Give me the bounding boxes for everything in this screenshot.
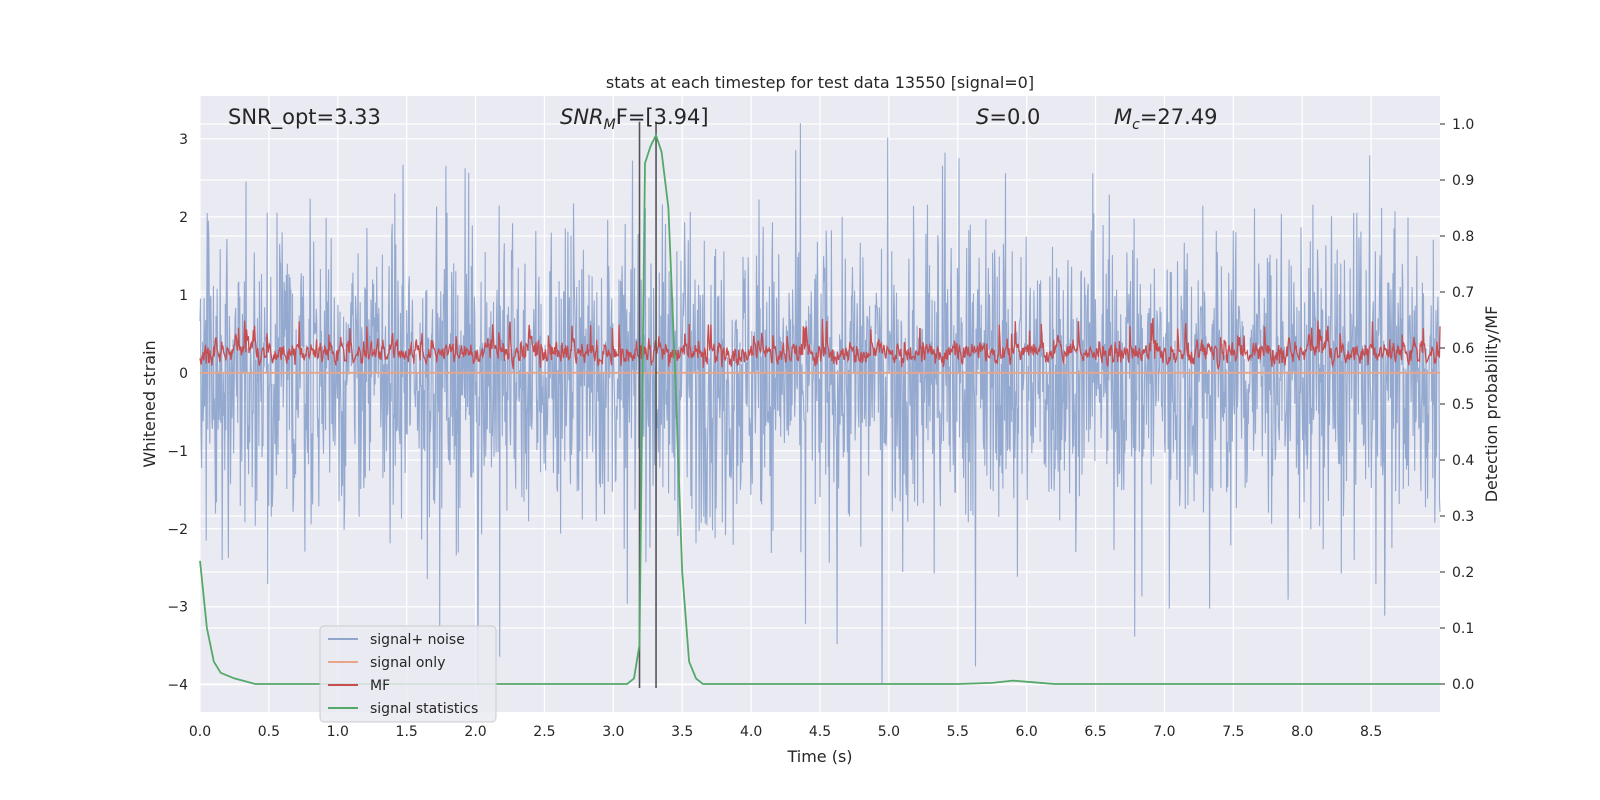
legend-label-signal-noise: signal+ noise [370, 632, 465, 648]
right-y-tick-label: 0.3 [1452, 509, 1474, 525]
legend-label-mf: MF [370, 678, 390, 694]
annotation-s: S=0.0 [976, 105, 1040, 129]
signal-statistics-line [199, 132, 1440, 685]
x-tick-label: 1.5 [396, 724, 418, 740]
left-y-tick-label: 0 [179, 366, 188, 382]
left-y-tick-label: −3 [167, 600, 188, 616]
x-tick-label: 5.0 [878, 724, 900, 740]
right-y-tick-label: 0.2 [1452, 565, 1474, 581]
x-tick-label: 4.5 [809, 724, 831, 740]
right-y-tick-label: 0.8 [1452, 229, 1474, 245]
series-layer [199, 121, 1441, 688]
x-tick-label: 6.0 [1016, 724, 1038, 740]
x-tick-label: 7.5 [1222, 724, 1244, 740]
x-tick-label: 0.0 [189, 724, 211, 740]
left-y-ticks: 3 2 1 0 −1 −2 −3 −4 [167, 132, 188, 694]
mf-line [199, 318, 1441, 370]
left-y-tick-label: 1 [179, 288, 188, 304]
legend-label-signal-statistics: signal statistics [370, 701, 478, 717]
annotation-mc: Mc=27.49 [1114, 105, 1218, 133]
chart-title: stats at each timestep for test data 135… [606, 73, 1034, 92]
x-tick-label: 0.5 [258, 724, 280, 740]
right-y-tick-label: 0.4 [1452, 453, 1474, 469]
x-tick-label: 5.5 [947, 724, 969, 740]
x-tick-label: 3.5 [671, 724, 693, 740]
right-y-tick-label: 0.1 [1452, 621, 1474, 637]
right-y-tick-label: 0.9 [1452, 173, 1474, 189]
legend-box [319, 625, 497, 723]
x-tick-label: 8.0 [1291, 724, 1313, 740]
right-y-tick-label: 1.0 [1452, 117, 1474, 133]
x-tick-label: 3.0 [602, 724, 624, 740]
left-y-tick-label: 2 [179, 210, 188, 226]
right-y-tick-label: 0.0 [1452, 677, 1474, 693]
annotation-snr-opt: SNR_opt=3.33 [228, 105, 381, 130]
right-y-tick-label: 0.6 [1452, 341, 1474, 357]
x-tick-label: 8.5 [1360, 724, 1382, 740]
right-y-ticks: 1.0 0.9 0.8 0.7 0.6 0.5 0.4 0.3 0.2 0.1 0.0 [1440, 117, 1474, 693]
left-y-tick-label: −2 [167, 522, 188, 538]
x-tick-label: 7.0 [1153, 724, 1175, 740]
left-y-tick-label: 3 [179, 132, 188, 148]
x-tick-label: 6.5 [1084, 724, 1106, 740]
x-axis-label: Time (s) [786, 747, 852, 766]
right-y-tick-label: 0.5 [1452, 397, 1474, 413]
annotation-snr-mf: SNRMF=[3.94] [560, 105, 709, 133]
right-y-tick-label: 0.7 [1452, 285, 1474, 301]
x-tick-label: 1.0 [327, 724, 349, 740]
right-y-axis-label: Detection probability/MF [1482, 306, 1501, 503]
x-tick-label: 2.0 [464, 724, 486, 740]
legend-label-signal-only: signal only [370, 655, 445, 671]
x-tick-label: 4.0 [740, 724, 762, 740]
x-tick-label: 2.5 [533, 724, 555, 740]
legend: signal+ noise signal only MF signal stat… [319, 625, 497, 723]
left-y-tick-label: −4 [167, 678, 188, 694]
x-ticks: 0.0 0.5 1.0 1.5 2.0 2.5 3.0 3.5 4.0 4.5 5.0 5.5 6.0 6… [189, 724, 1382, 740]
left-y-tick-label: −1 [167, 444, 188, 460]
signal-noise-line [199, 123, 1441, 685]
left-y-axis-label: Whitened strain [140, 340, 159, 467]
